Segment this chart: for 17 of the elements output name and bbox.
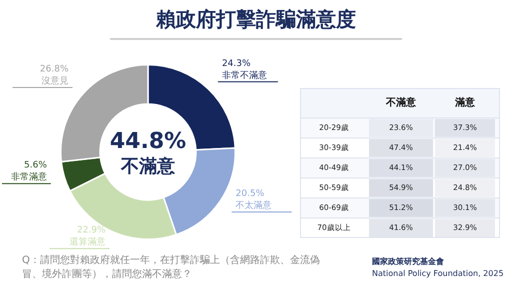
data-label: 26.8% xyxy=(40,64,69,75)
text: 國家政策研究基金會 xyxy=(372,256,445,268)
data-label: 5.6% xyxy=(24,160,48,171)
slice-label: 沒意見 xyxy=(42,76,69,87)
text: Q：請問您對賴政府就任一年，在打擊詐騙上（含網路詐欺、金流偽冒、境外詐團等），請問您滿不滿意？ xyxy=(22,254,321,282)
text: 不滿意 xyxy=(120,156,176,177)
chart-title: 賴政府打擊詐騙滿意度 xyxy=(154,6,357,33)
slice-label: 還算滿意 xyxy=(70,236,106,248)
slice-label: 非常不滿意 xyxy=(222,70,267,81)
data-label: 22.9% xyxy=(76,226,106,236)
data-label: 24.3% xyxy=(222,58,251,69)
text: National Policy Foundation, 2025 xyxy=(372,268,504,280)
x-tick-label: 滿意 xyxy=(454,96,476,109)
slice-label: 不太滿意 xyxy=(236,200,272,211)
slice-label: 非常滿意 xyxy=(10,172,47,183)
data-label: 20.5% xyxy=(236,188,265,199)
text: 44.8% xyxy=(110,129,186,154)
